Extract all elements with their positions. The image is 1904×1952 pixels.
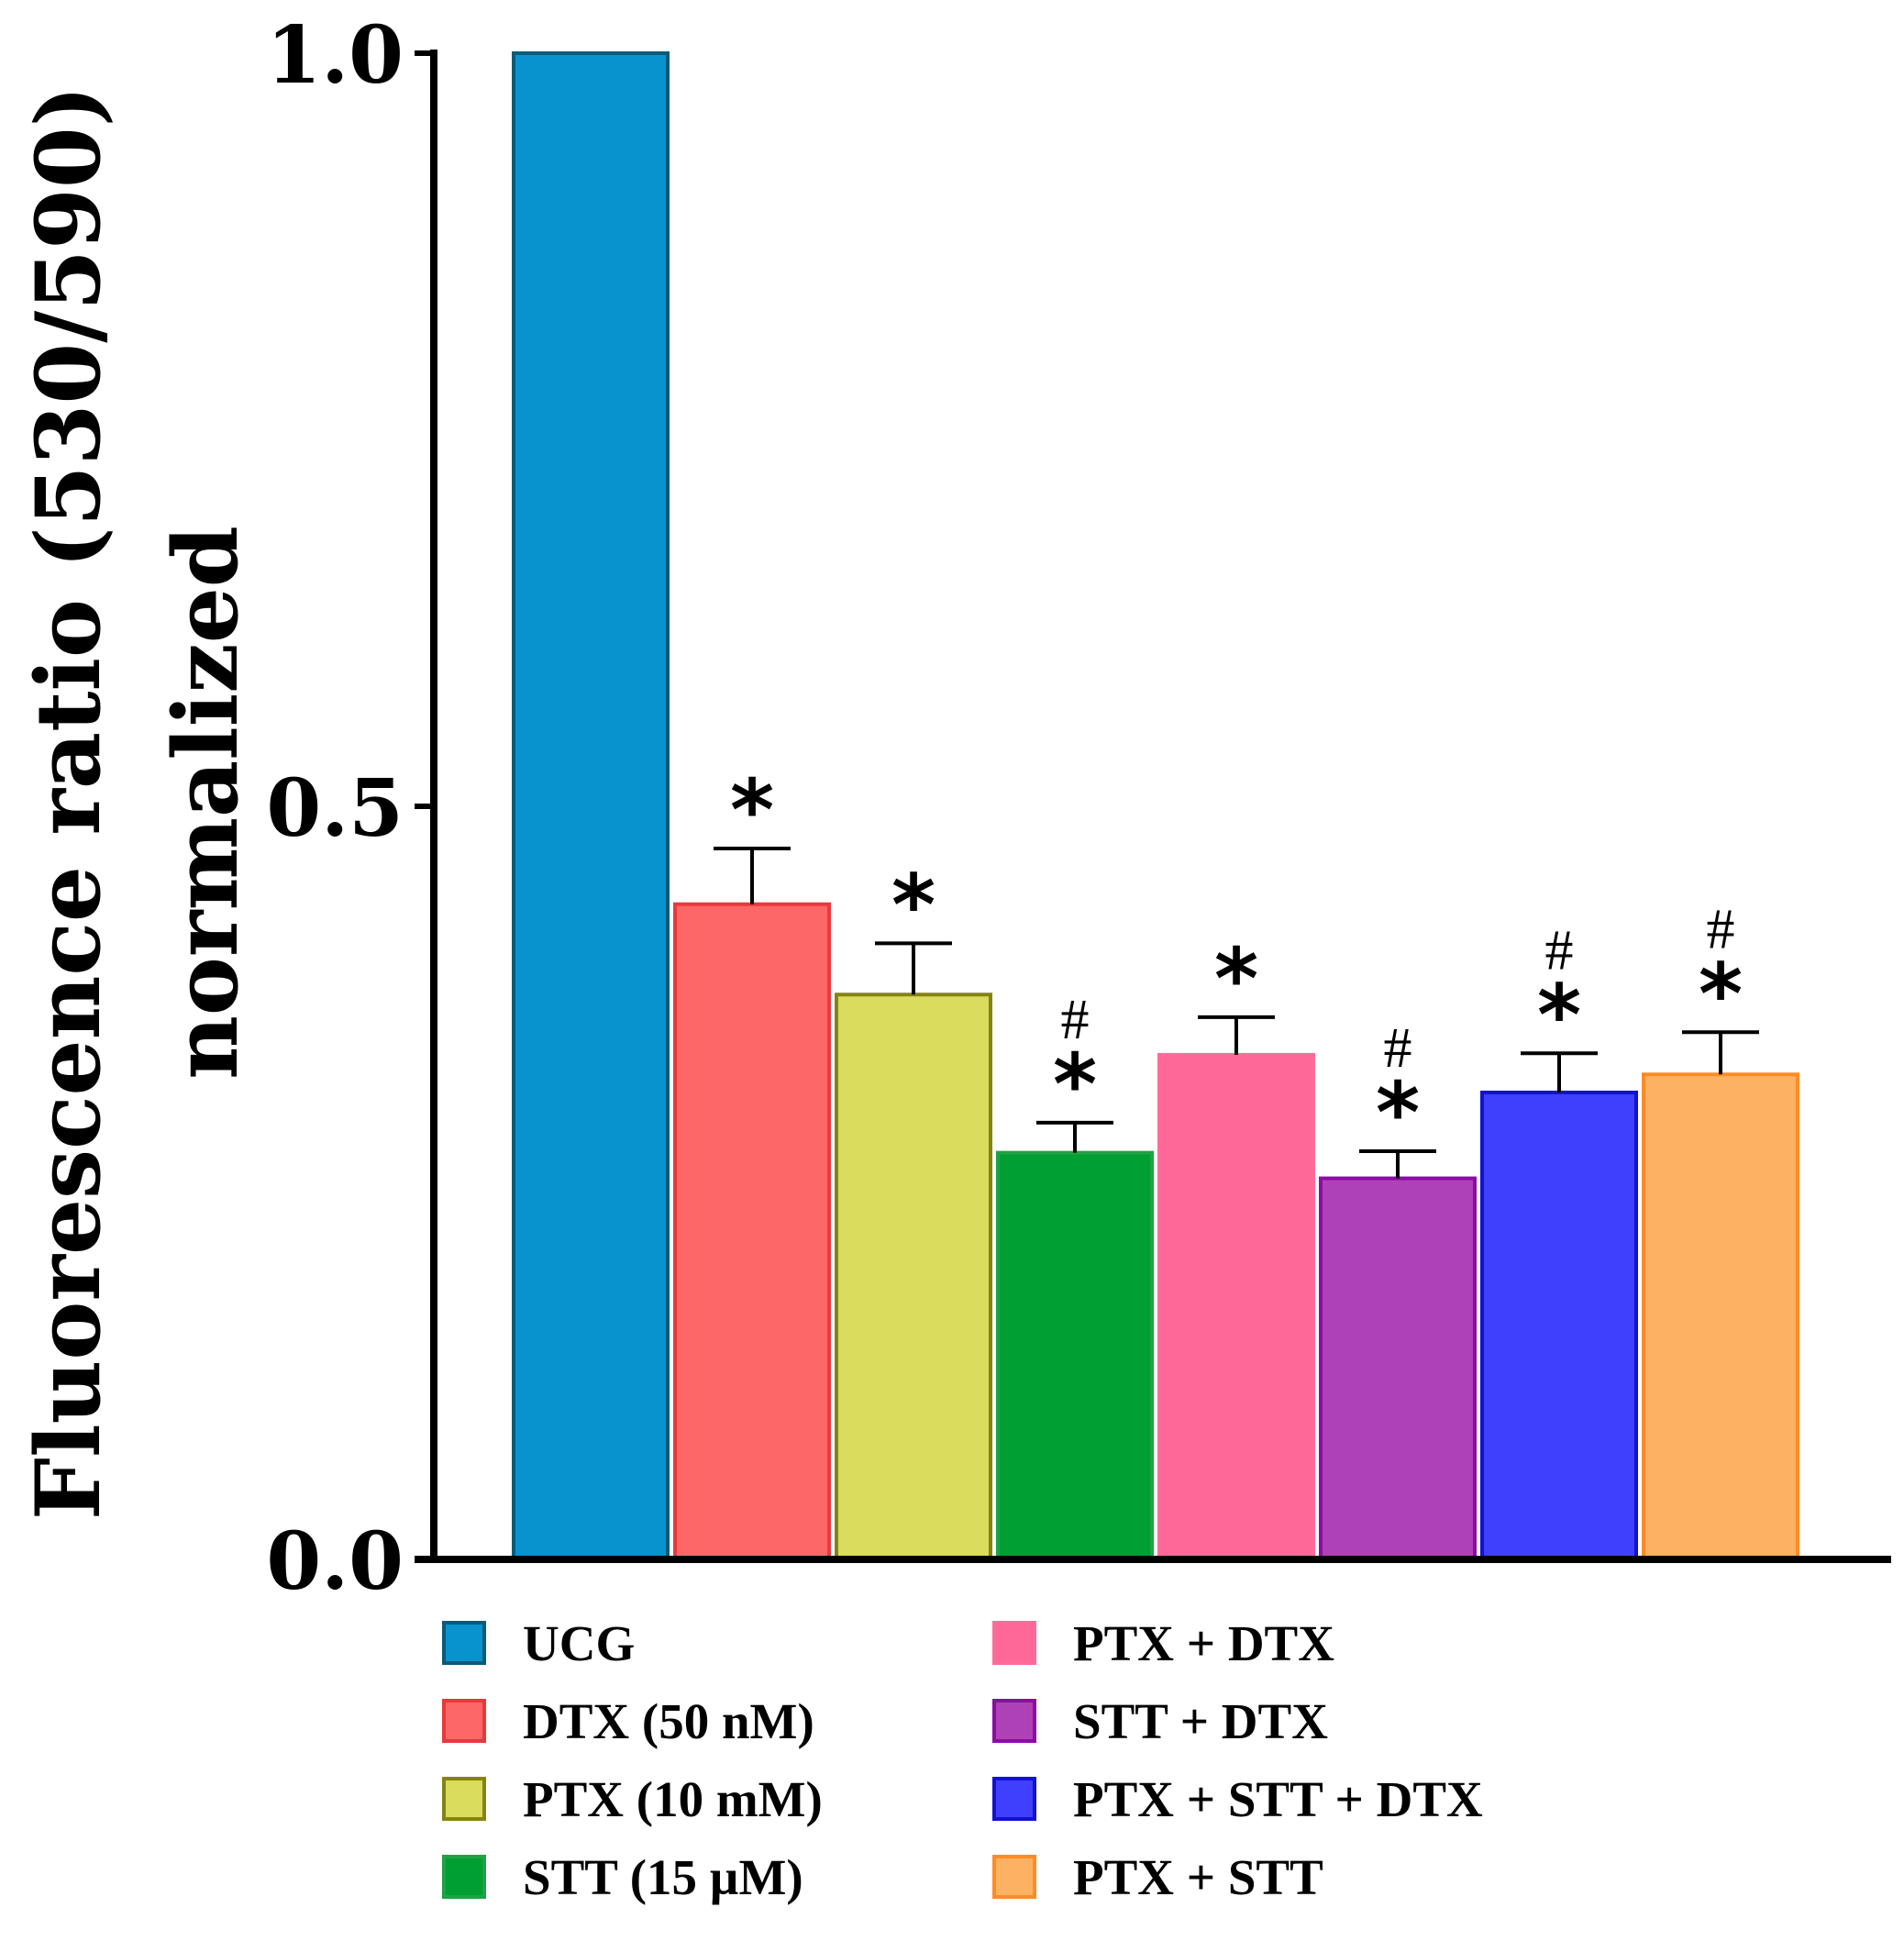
legend-label-ptx-stt-dtx: PTX + STT + DTX [1073, 1770, 1483, 1827]
bar-ptx-stt [1642, 1072, 1799, 1561]
legend-item-ptx-dtx: PTX + DTX [992, 1613, 1334, 1673]
legend-label-ptx-dtx: PTX + DTX [1073, 1614, 1334, 1671]
legend-swatch-ptx [442, 1777, 486, 1821]
legend-swatch-ucg [442, 1621, 486, 1665]
legend-label-stt: STT (15 µM) [523, 1848, 803, 1905]
star-marker-ptx-10-mm: * [891, 856, 935, 954]
legend-label-dtx: DTX (50 nM) [523, 1692, 814, 1749]
legend-swatch-stt [442, 1855, 486, 1899]
y-ticks-group: 0.0 0.5 1.0 [266, 9, 434, 1608]
y-axis-label: Fluorescence ratio (530/590) normalized [17, 85, 258, 1520]
legend-label-ptx: PTX (10 mM) [523, 1770, 823, 1827]
legend-label-ucg: UCG [523, 1614, 636, 1671]
bar-ptx-10-mm [835, 993, 992, 1561]
y-axis-label-line-2: normalized [154, 526, 258, 1080]
star-marker-ptx-stt: * [1699, 945, 1743, 1043]
hash-marker-stt-15-um: # [1061, 989, 1090, 1051]
legend-item-ptx-stt-dtx: PTX + STT + DTX [992, 1769, 1483, 1829]
legend-item-dtx: DTX (50 nM) [442, 1691, 814, 1751]
legend-swatch-dtx [442, 1699, 486, 1743]
significance-markers-group: ***# **# *# *# [730, 761, 1743, 1162]
bar-stt-15-um [996, 1150, 1154, 1562]
hash-marker-ptx-stt: # [1707, 898, 1735, 960]
legend-item-ptx: PTX (10 mM) [442, 1769, 823, 1829]
legend-swatch-ptx-stt-dtx [992, 1777, 1036, 1821]
bar-ptx-stt-dtx [1480, 1090, 1638, 1561]
legend: UCG DTX (50 nM) PTX (10 mM) STT (15 µM) … [442, 1613, 1873, 1924]
legend-swatch-ptx-stt [992, 1855, 1036, 1899]
star-marker-ptx-dtx: * [1214, 930, 1258, 1028]
y-axis-label-line-1: Fluorescence ratio (530/590) [17, 85, 120, 1520]
legend-item-stt: STT (15 µM) [442, 1847, 803, 1907]
legend-item-stt-dtx: STT + DTX [992, 1691, 1328, 1751]
bar-dtx-50-nm [673, 902, 831, 1561]
hash-marker-ptx-stt-dtx: # [1545, 919, 1574, 982]
legend-label-ptx-stt: PTX + STT [1073, 1848, 1323, 1905]
legend-swatch-stt-dtx [992, 1699, 1036, 1743]
bars-group [512, 51, 1799, 1562]
y-tick-label-1-0: 1.0 [266, 9, 404, 102]
bar-ucg [512, 51, 670, 1561]
star-marker-stt-15-um: * [1053, 1036, 1097, 1134]
star-marker-stt-dtx: * [1376, 1064, 1420, 1162]
star-marker-dtx-50-nm: * [730, 761, 774, 860]
error-bars-group [714, 846, 1759, 1179]
hash-marker-stt-dtx: # [1384, 1017, 1412, 1080]
star-marker-ptx-stt-dtx: * [1537, 966, 1581, 1064]
bar-stt-dtx [1319, 1176, 1477, 1561]
legend-label-stt-dtx: STT + DTX [1073, 1692, 1328, 1749]
legend-item-ucg: UCG [442, 1613, 635, 1673]
y-tick-label-0-5: 0.5 [266, 762, 404, 855]
y-tick-label-0-0: 0.0 [266, 1515, 404, 1608]
legend-swatch-ptx-dtx [992, 1621, 1036, 1665]
legend-item-ptx-stt: PTX + STT [992, 1847, 1323, 1907]
bar-ptx-dtx [1157, 1052, 1315, 1562]
